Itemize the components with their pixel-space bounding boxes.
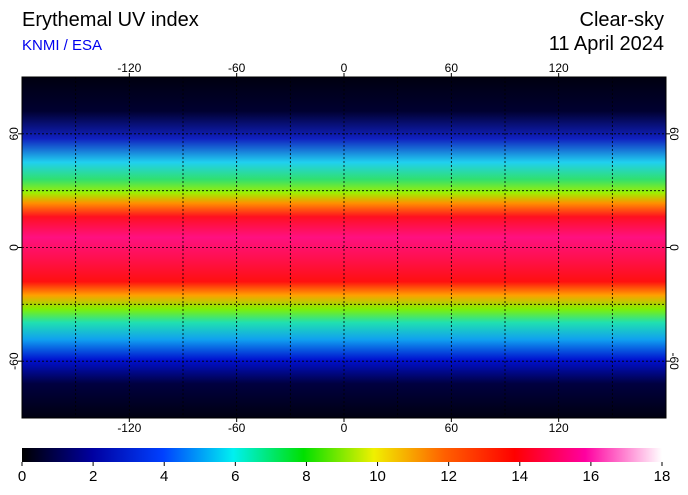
y-tick-label: 60 bbox=[7, 127, 21, 141]
colorbar-label: 8 bbox=[302, 468, 310, 485]
y-tick-label: 60 bbox=[667, 127, 681, 141]
y-tick-label: -60 bbox=[7, 352, 21, 370]
colorbar-label: 2 bbox=[89, 468, 97, 485]
x-tick-label: 120 bbox=[549, 61, 569, 75]
credit: KNMI / ESA bbox=[22, 37, 102, 54]
y-tick-label: 0 bbox=[7, 244, 21, 251]
y-tick-label: -60 bbox=[667, 352, 681, 370]
x-tick-label: -60 bbox=[228, 421, 246, 435]
x-tick-label: -120 bbox=[117, 61, 141, 75]
date: 11 April 2024 bbox=[549, 33, 664, 55]
colorbar-label: 6 bbox=[231, 468, 239, 485]
title: Erythemal UV index bbox=[22, 9, 199, 31]
y-tick-label: 0 bbox=[667, 244, 681, 251]
colorbar bbox=[22, 448, 662, 462]
x-tick-label: 120 bbox=[549, 421, 569, 435]
x-tick-label: 0 bbox=[341, 421, 348, 435]
colorbar-label: 10 bbox=[369, 468, 386, 485]
colorbar-label: 16 bbox=[583, 468, 600, 485]
x-tick-label: 60 bbox=[445, 421, 459, 435]
overlay: -120 -120 -60 -60 0 0 60 60 120 120 -60 -60 0 0 60 60 0 2… bbox=[7, 61, 681, 485]
colorbar-label: 14 bbox=[511, 468, 528, 485]
colorbar-label: 0 bbox=[18, 468, 26, 485]
x-tick-label: 60 bbox=[445, 61, 459, 75]
x-tick-label: -60 bbox=[228, 61, 246, 75]
colorbar-label: 4 bbox=[160, 468, 168, 485]
colorbar-label: 18 bbox=[654, 468, 671, 485]
x-tick-label: 0 bbox=[341, 61, 348, 75]
colorbar-label: 12 bbox=[440, 468, 457, 485]
mode: Clear-sky bbox=[580, 9, 664, 31]
x-tick-label: -120 bbox=[117, 421, 141, 435]
